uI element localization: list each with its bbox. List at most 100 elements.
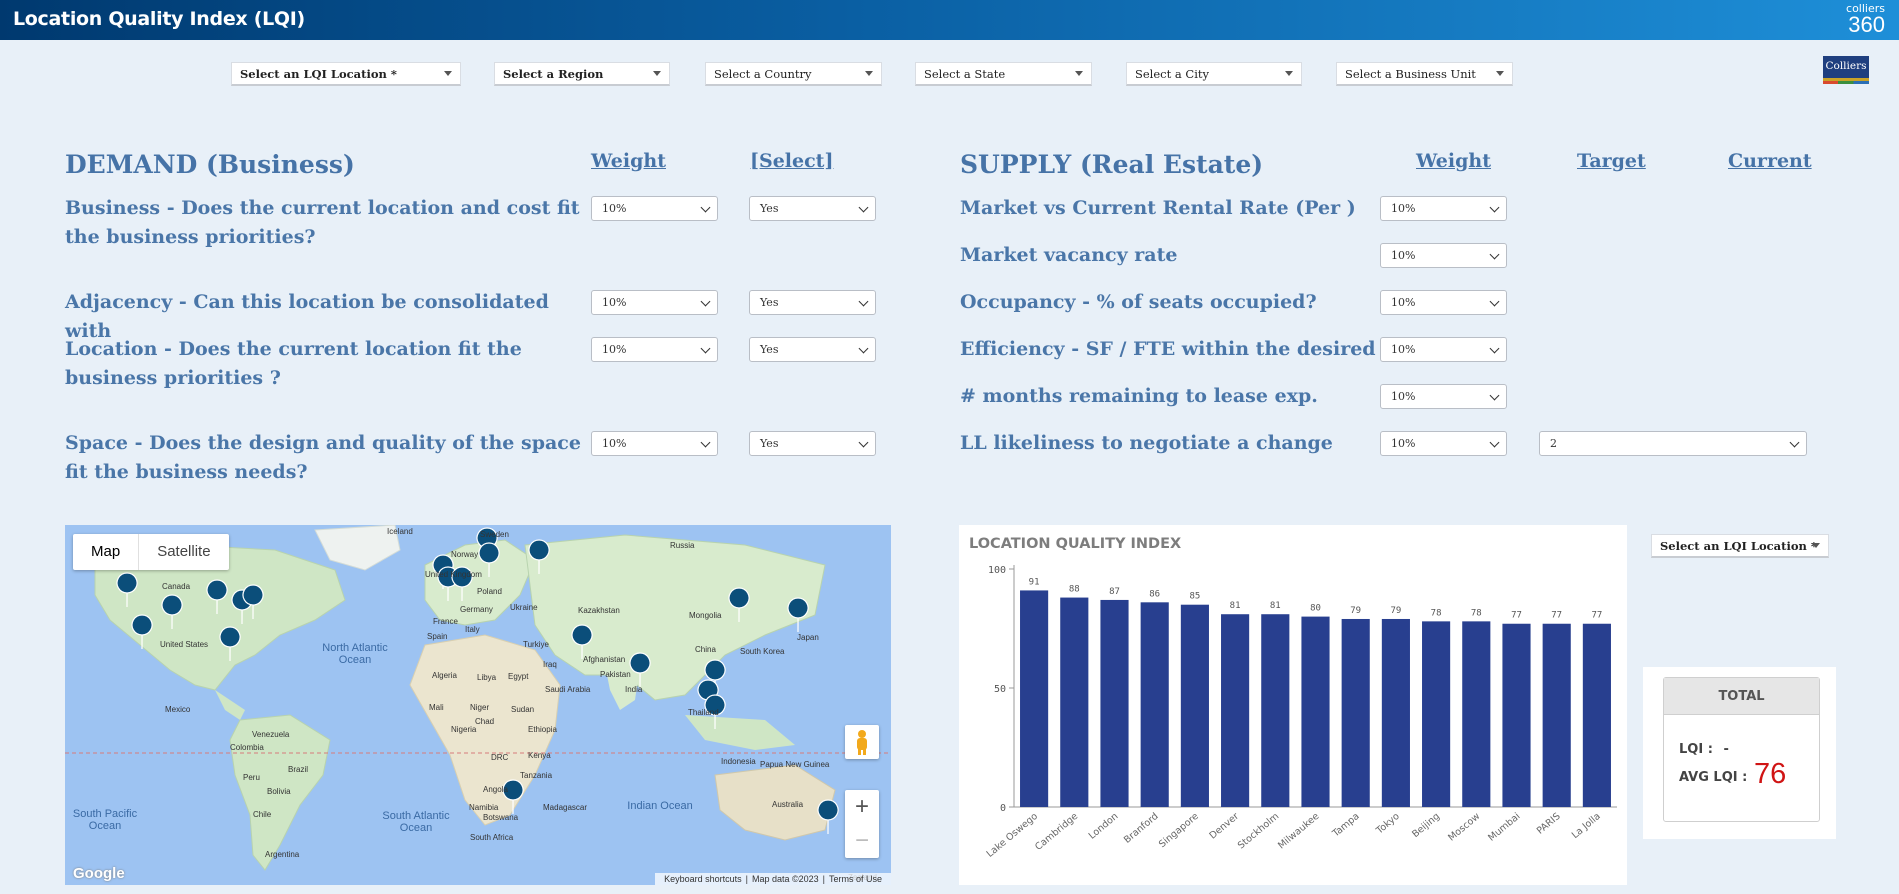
map-marker: [116, 572, 138, 608]
map-place-label: Japan: [797, 633, 819, 642]
map-marker: [571, 624, 593, 660]
demand-weight-select[interactable]: 10%: [591, 196, 718, 221]
map-place-label: Argentina: [265, 850, 300, 859]
map-place-label: Namibia: [469, 803, 499, 812]
map-place-label: Indian Ocean: [627, 800, 693, 812]
bar[interactable]: [1020, 590, 1049, 807]
bar[interactable]: [1301, 616, 1330, 807]
filter-label: Select a Country: [714, 67, 812, 81]
chevron-down-icon: [700, 202, 711, 213]
filter-label: Select a Region: [503, 67, 604, 81]
x-tick-label: Tampa: [1330, 811, 1362, 840]
filter-country[interactable]: Select a Country: [705, 62, 882, 86]
bar-value-label: 91: [1029, 577, 1040, 587]
chart-lqi-location-filter[interactable]: Select an LQI Location *: [1651, 534, 1829, 558]
select-value: 10%: [602, 202, 627, 215]
chevron-down-icon: [858, 437, 869, 448]
filter-lqi-location[interactable]: Select an LQI Location *: [231, 62, 461, 86]
chevron-down-icon: [700, 343, 711, 354]
map-marker: [502, 779, 524, 815]
supply-current-header: Current: [1728, 150, 1812, 172]
bar[interactable]: [1140, 602, 1169, 807]
supply-weight-select[interactable]: 10%: [1380, 290, 1507, 315]
supply-weight-select[interactable]: 10%: [1380, 384, 1507, 409]
bar[interactable]: [1180, 604, 1209, 807]
caret-down-icon: [653, 71, 661, 76]
demand-weight-select[interactable]: 10%: [591, 290, 718, 315]
filter-city[interactable]: Select a City: [1126, 62, 1302, 86]
lqi-row: LQI : -: [1679, 742, 1729, 757]
demand-weight-select[interactable]: 10%: [591, 337, 718, 362]
zoom-in-button[interactable]: +: [854, 793, 869, 820]
terms-of-use-link[interactable]: Terms of Use: [828, 874, 882, 884]
caret-down-icon: [865, 71, 873, 76]
chevron-down-icon: [1489, 437, 1500, 448]
map-place-label: Kenya: [528, 751, 551, 760]
map-place-label: Peru: [243, 773, 260, 782]
x-tick-label: Denver: [1207, 811, 1241, 842]
demand-weight-select[interactable]: 10%: [591, 431, 718, 456]
filter-business-unit[interactable]: Select a Business Unit: [1336, 62, 1513, 86]
map-marker: [704, 659, 726, 695]
zoom-controls[interactable]: + −: [845, 790, 879, 858]
map-place-label: Sweden: [480, 530, 509, 539]
bar[interactable]: [1422, 621, 1451, 807]
filter-region[interactable]: Select a Region: [494, 62, 670, 86]
bar[interactable]: [1502, 623, 1531, 807]
demand-yesno-select[interactable]: Yes: [749, 337, 876, 362]
map-place-label: Turkiye: [523, 640, 549, 649]
bar-value-label: 81: [1230, 601, 1241, 611]
map-place-label: Thailand: [688, 708, 719, 717]
bar[interactable]: [1542, 623, 1571, 807]
map-place-label: France: [433, 617, 458, 626]
bar-value-label: 87: [1109, 587, 1120, 597]
map-place-label: Mali: [429, 703, 444, 712]
select-value: Yes: [760, 343, 779, 356]
app-title: Location Quality Index (LQI): [13, 8, 305, 30]
supply-weight-select[interactable]: 10%: [1380, 337, 1507, 362]
map-place-label: Canada: [162, 582, 191, 591]
street-view-pegman-icon[interactable]: [845, 725, 879, 759]
lqi-chart-panel: LOCATION QUALITY INDEX 0 50 100 91 Lake Oswe…: [959, 525, 1627, 885]
caret-down-icon: [1285, 71, 1293, 76]
chevron-down-icon: [1489, 249, 1500, 260]
demand-yesno-select[interactable]: Yes: [749, 431, 876, 456]
supply-target-select[interactable]: 2: [1539, 431, 1807, 456]
location-markers[interactable]: [116, 527, 839, 835]
demand-yesno-select[interactable]: Yes: [749, 196, 876, 221]
supply-weight-select[interactable]: 10%: [1380, 431, 1507, 456]
map-button[interactable]: Map: [73, 534, 140, 570]
x-tick-label: Milwaukee: [1276, 811, 1321, 852]
x-tick-label: Stockholm: [1236, 811, 1281, 852]
satellite-button[interactable]: Satellite: [157, 543, 211, 560]
demand-yesno-select[interactable]: Yes: [749, 290, 876, 315]
bar[interactable]: [1341, 618, 1370, 807]
bar[interactable]: [1060, 597, 1089, 807]
chevron-down-icon: [1489, 202, 1500, 213]
map-place-label: Brazil: [288, 765, 309, 774]
bar[interactable]: [1582, 623, 1611, 807]
chevron-down-icon: [858, 202, 869, 213]
select-value: 10%: [1391, 296, 1416, 309]
supply-target-header: Target: [1577, 150, 1646, 172]
supply-weight-select[interactable]: 10%: [1380, 196, 1507, 221]
supply-question-vacancy: Market vacancy rate: [960, 244, 1178, 266]
bar[interactable]: [1100, 599, 1129, 807]
map-place-label: Kazakhstan: [578, 606, 620, 615]
map-place-label: South Korea: [740, 647, 785, 656]
bar[interactable]: [1221, 614, 1250, 807]
supply-weight-select[interactable]: 10%: [1380, 243, 1507, 268]
bar[interactable]: [1261, 614, 1290, 807]
map-place-label: Australia: [772, 800, 804, 809]
zoom-out-button[interactable]: −: [854, 827, 869, 854]
select-value: 10%: [602, 437, 627, 450]
keyboard-shortcuts-link[interactable]: Keyboard shortcuts: [664, 874, 742, 884]
map-place-label: Pakistan: [600, 670, 631, 679]
map-place-label: Algeria: [432, 671, 457, 680]
map-marker: [206, 579, 228, 615]
filter-state[interactable]: Select a State: [915, 62, 1092, 86]
bar[interactable]: [1462, 621, 1491, 807]
location-map[interactable]: Iceland Sweden Norway Russia Canada Poland Ukr…: [65, 525, 891, 885]
bar[interactable]: [1381, 618, 1410, 807]
map-type-toggle[interactable]: Map Satellite: [73, 534, 229, 570]
